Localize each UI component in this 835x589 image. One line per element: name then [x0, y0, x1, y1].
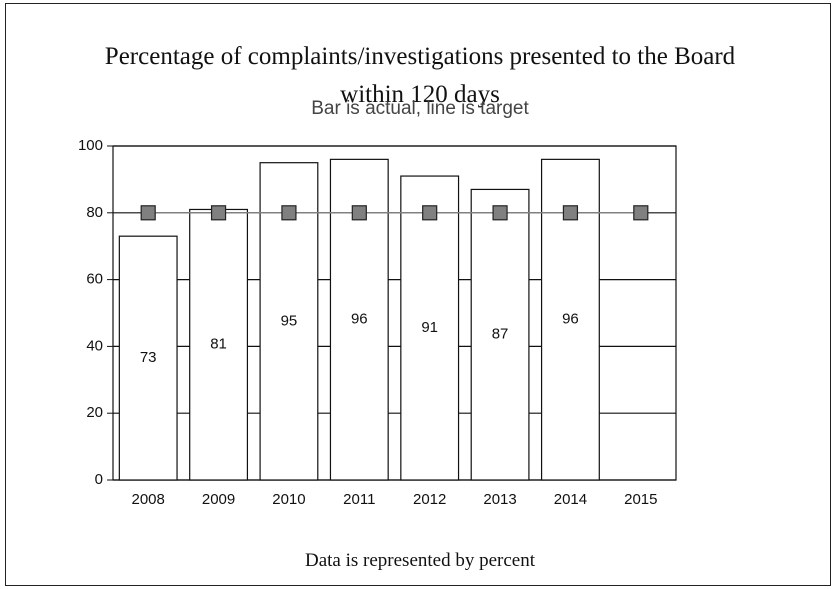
data-label: 95	[281, 312, 298, 329]
chart-footer: Data is represented by percent	[304, 550, 535, 571]
x-tick-label: 2014	[554, 491, 587, 508]
y-tick-label: 80	[86, 204, 103, 221]
target-marker	[210, 205, 227, 221]
data-label: 96	[562, 311, 579, 328]
data-label: 91	[421, 319, 438, 336]
data-label: 81	[210, 336, 227, 353]
x-tick-label: 2013	[483, 491, 516, 508]
chart-subtitle: Bar is actual, line is target	[311, 98, 529, 119]
bar	[400, 175, 460, 481]
y-tick-label: 0	[95, 471, 103, 488]
data-label: 96	[351, 311, 368, 328]
y-tick-label: 60	[86, 271, 103, 288]
target-marker	[562, 205, 579, 221]
chart-title: Percentage of complaints/investigations …	[104, 43, 736, 108]
bar	[118, 235, 178, 481]
x-tick-label: 2015	[624, 491, 657, 508]
target-marker	[140, 205, 156, 221]
target-marker	[492, 205, 508, 221]
frame	[5, 3, 831, 586]
x-tick-label: 2011	[343, 491, 375, 508]
data-label: 87	[492, 326, 509, 343]
bar	[470, 188, 530, 481]
y-tick-label: 20	[86, 404, 103, 421]
x-tick-label: 2010	[272, 491, 305, 508]
data-label: 73	[140, 349, 157, 366]
target-marker	[351, 205, 367, 221]
y-tick-label: 100	[78, 137, 103, 154]
x-tick-label: 2009	[202, 491, 235, 508]
target-marker	[633, 205, 649, 221]
x-tick-label: 2012	[413, 491, 446, 508]
bar	[189, 208, 249, 481]
x-tick-label: 2008	[132, 491, 165, 508]
target-marker	[422, 205, 438, 221]
target-marker	[281, 205, 297, 221]
y-tick-label: 40	[86, 337, 103, 354]
